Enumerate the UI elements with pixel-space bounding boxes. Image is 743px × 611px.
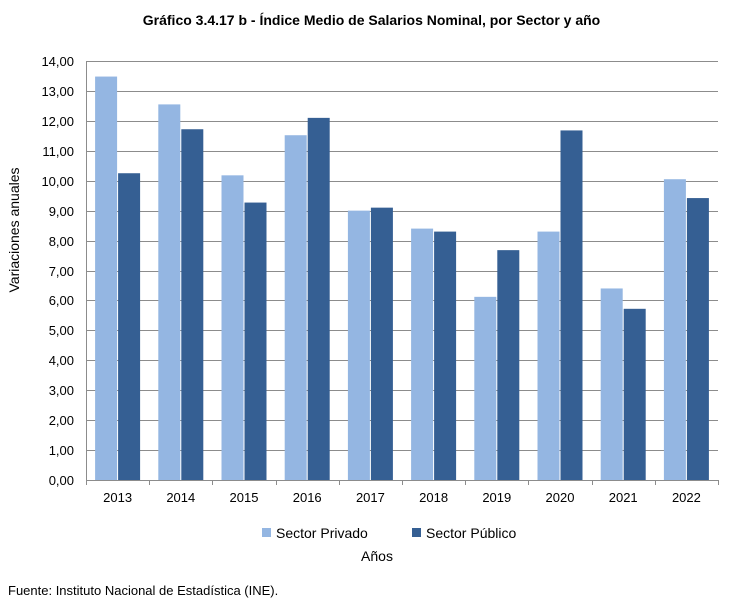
y-tick-label: 5,00 (49, 323, 74, 338)
x-axis-title: Años (361, 548, 393, 564)
chart-title: Gráfico 3.4.17 b - Índice Medio de Salar… (142, 12, 601, 28)
bar-sector-privado-2019 (474, 296, 497, 480)
y-tick-label: 0,00 (49, 473, 74, 488)
bar-sector-publico-2017 (370, 207, 393, 480)
bar-sector-publico-2013 (118, 173, 141, 480)
gridlines (86, 61, 718, 451)
y-tick-label: 12,00 (41, 114, 74, 129)
bar-sector-publico-2014 (181, 129, 204, 481)
legend-label-sector-publico: Sector Público (426, 525, 516, 541)
legend: Sector Privado Sector Público (262, 525, 516, 541)
y-tick-label: 13,00 (41, 84, 74, 99)
y-tick-label: 6,00 (49, 293, 74, 308)
bar-sector-privado-2016 (284, 135, 307, 481)
x-tick-label: 2014 (166, 490, 195, 505)
y-tick-label: 4,00 (49, 353, 74, 368)
bar-sector-publico-2020 (560, 130, 583, 481)
bars (95, 76, 709, 481)
bar-sector-publico-2022 (686, 198, 709, 480)
bar-sector-privado-2014 (158, 104, 181, 481)
axes (86, 61, 719, 485)
legend-swatch-sector-publico (412, 528, 421, 537)
y-tick-label: 14,00 (41, 54, 74, 69)
bar-sector-publico-2015 (244, 202, 267, 481)
bar-sector-privado-2020 (537, 231, 560, 480)
y-tick-label: 2,00 (49, 413, 74, 428)
bar-sector-privado-2017 (347, 210, 370, 480)
x-tick-label: 2021 (609, 490, 638, 505)
y-tick-label: 8,00 (49, 234, 74, 249)
bar-sector-publico-2016 (307, 117, 330, 480)
y-tick-labels: 0,00 1,00 2,00 3,00 4,00 5,00 6,00 7,00 8,00 9,00… (41, 54, 74, 488)
x-tick-label: 2013 (103, 490, 132, 505)
x-tick-label: 2022 (672, 490, 701, 505)
x-tick-label: 2020 (546, 490, 575, 505)
bar-sector-publico-2021 (623, 308, 646, 480)
x-tick-label: 2018 (419, 490, 448, 505)
source-note: Fuente: Instituto Nacional de Estadístic… (8, 583, 279, 598)
bar-sector-publico-2019 (497, 250, 520, 480)
legend-label-sector-privado: Sector Privado (276, 525, 368, 541)
bar-sector-privado-2021 (600, 288, 623, 480)
x-tick-label: 2017 (356, 490, 385, 505)
y-tick-label: 9,00 (49, 204, 74, 219)
y-axis-title: Variaciones anuales (6, 167, 22, 292)
bar-sector-privado-2018 (411, 228, 434, 480)
bar-sector-privado-2013 (95, 76, 118, 480)
y-tick-label: 7,00 (49, 264, 74, 279)
y-tick-label: 11,00 (42, 144, 74, 159)
bar-sector-publico-2018 (434, 231, 457, 480)
y-tick-label: 10,00 (41, 174, 74, 189)
bar-sector-privado-2022 (663, 179, 686, 481)
x-tick-label: 2016 (293, 490, 322, 505)
x-tick-labels: 2013 2014 2015 2016 2017 2018 2019 2020 2021 2022 (103, 490, 701, 505)
legend-swatch-sector-privado (262, 528, 271, 537)
bar-sector-privado-2015 (221, 175, 244, 480)
x-tick-label: 2019 (482, 490, 511, 505)
y-tick-label: 1,00 (49, 443, 74, 458)
y-tick-label: 3,00 (49, 383, 74, 398)
x-tick-label: 2015 (230, 490, 259, 505)
